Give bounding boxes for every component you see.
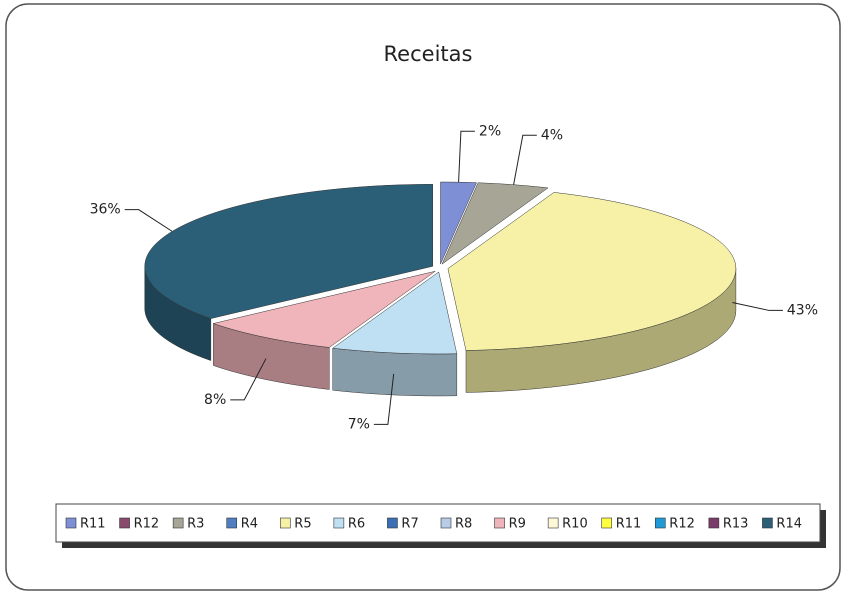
leader-line	[373, 373, 395, 425]
legend-swatch	[226, 517, 238, 529]
slice	[440, 181, 477, 265]
legend-swatch	[654, 517, 666, 529]
leader-line	[230, 358, 267, 401]
legend-label: R6	[348, 517, 365, 532]
slice-side	[332, 347, 458, 397]
legend-swatch	[387, 517, 398, 529]
legend-swatch	[440, 517, 452, 529]
legend-label: R3	[187, 517, 204, 532]
legend-swatch	[762, 517, 773, 529]
legend-label: R11	[616, 517, 642, 532]
legend-swatch	[279, 517, 291, 529]
legend-swatch	[172, 517, 184, 529]
legend-label: R8	[455, 517, 472, 532]
slice	[447, 192, 737, 351]
data-label: 7%	[348, 416, 370, 432]
leader-line	[124, 209, 173, 232]
legend-swatch	[494, 517, 505, 529]
legend-label: R11	[80, 517, 106, 532]
legend-label: R5	[294, 517, 311, 532]
legend-label: R14	[776, 517, 802, 532]
slice	[212, 270, 436, 348]
leader-line	[513, 134, 537, 185]
data-label: 8%	[204, 392, 226, 408]
legend-swatch	[547, 517, 559, 529]
legend-swatch	[601, 517, 613, 529]
data-label: 2%	[479, 123, 501, 139]
legend-label: R7	[401, 517, 418, 532]
slice	[332, 271, 458, 355]
legend-box	[55, 503, 821, 543]
slice	[441, 182, 549, 265]
legend-swatch	[333, 517, 345, 529]
legend-swatch	[119, 517, 130, 529]
chart-title: Receitas	[384, 42, 473, 66]
leader-line	[732, 301, 783, 311]
data-label: 43%	[787, 302, 818, 318]
legend-label: R10	[562, 517, 588, 532]
legend-label: R13	[723, 517, 749, 532]
legend-label: R12	[669, 517, 695, 532]
legend-label: R4	[241, 517, 258, 532]
legend-swatch	[708, 517, 720, 529]
legend-swatch	[65, 517, 77, 529]
legend-label: R12	[134, 517, 160, 532]
leader-line	[458, 130, 475, 183]
data-label: 4%	[541, 127, 563, 143]
data-label: 36%	[90, 202, 121, 218]
legend-label: R9	[509, 517, 526, 532]
